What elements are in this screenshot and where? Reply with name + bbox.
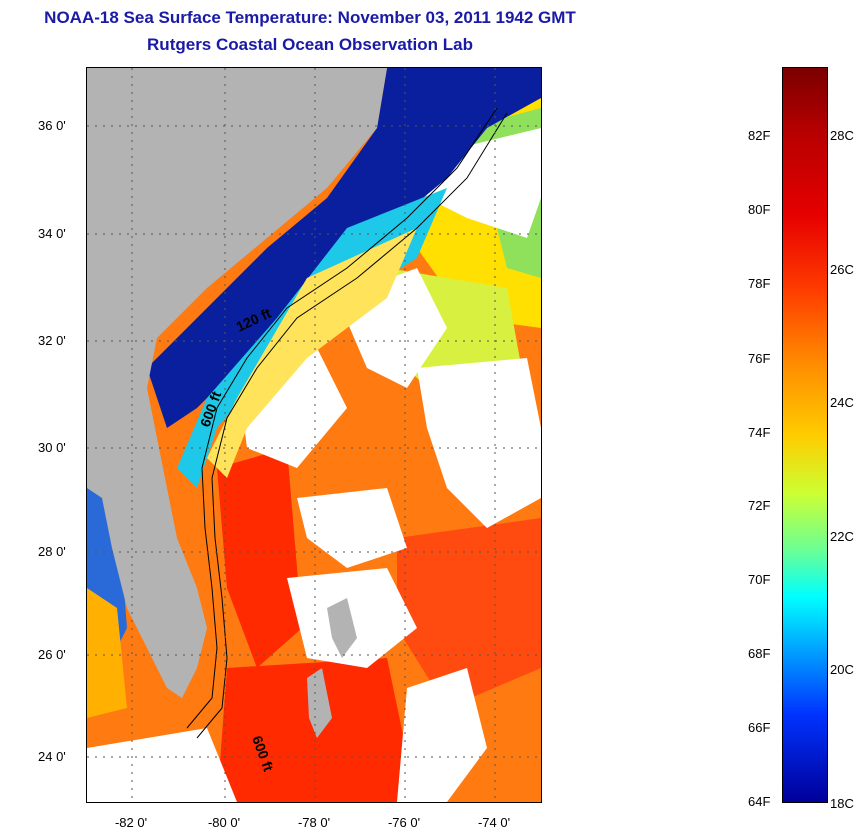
lat-label: 34 0' xyxy=(38,226,66,241)
lat-label: 36 0' xyxy=(38,118,66,133)
lon-label: -82 0' xyxy=(114,815,148,830)
island xyxy=(327,598,357,658)
colorbar-f-label: 74F xyxy=(748,425,771,440)
island xyxy=(307,668,332,738)
cloud-area xyxy=(87,728,237,802)
colorbar-f-label: 68F xyxy=(748,646,771,661)
cloud-area xyxy=(297,488,407,568)
colorbar-f-label: 78F xyxy=(748,276,771,291)
contour-line xyxy=(186,107,498,729)
mild-water xyxy=(207,228,417,478)
map-subtitle: Rutgers Coastal Ocean Observation Lab xyxy=(147,35,473,54)
lat-label: 28 0' xyxy=(38,544,66,559)
colorbar-c-label: 24C xyxy=(830,395,854,410)
lon-label: -76 0' xyxy=(387,815,421,830)
land-mass xyxy=(87,68,387,698)
colorbar-c-label: 28C xyxy=(830,128,854,143)
lon-label: -74 0' xyxy=(477,815,511,830)
colorbar-f-label: 80F xyxy=(748,202,771,217)
lat-label: 32 0' xyxy=(38,333,66,348)
colorbar-c-label: 22C xyxy=(830,529,854,544)
lat-label: 30 0' xyxy=(38,440,66,455)
colorbar-c-label: 20C xyxy=(830,662,854,677)
temperature-colorbar xyxy=(782,67,828,803)
colorbar-f-label: 70F xyxy=(748,572,771,587)
cloud-area xyxy=(417,358,541,528)
sst-patch xyxy=(217,448,302,668)
colorbar-c-label: 18C xyxy=(830,796,854,811)
colorbar-f-label: 66F xyxy=(748,720,771,735)
contour-line xyxy=(196,112,508,739)
colorbar-f-label: 82F xyxy=(748,128,771,143)
colorbar-c-label: 26C xyxy=(830,262,854,277)
cloud-area xyxy=(397,668,487,802)
lat-label: 26 0' xyxy=(38,647,66,662)
lon-label: -78 0' xyxy=(297,815,331,830)
sst-map-svg: 120 ft 600 ft 600 ft xyxy=(87,68,541,802)
sst-map: 120 ft 600 ft 600 ft xyxy=(86,67,542,803)
colorbar-f-label: 64F xyxy=(748,794,771,809)
map-title: NOAA-18 Sea Surface Temperature: Novembe… xyxy=(44,8,576,27)
colorbar-f-label: 72F xyxy=(748,498,771,513)
lon-label: -80 0' xyxy=(207,815,241,830)
lat-label: 24 0' xyxy=(38,749,66,764)
gulf-water xyxy=(87,588,127,718)
colorbar-f-label: 76F xyxy=(748,351,771,366)
sst-patch xyxy=(397,518,541,708)
